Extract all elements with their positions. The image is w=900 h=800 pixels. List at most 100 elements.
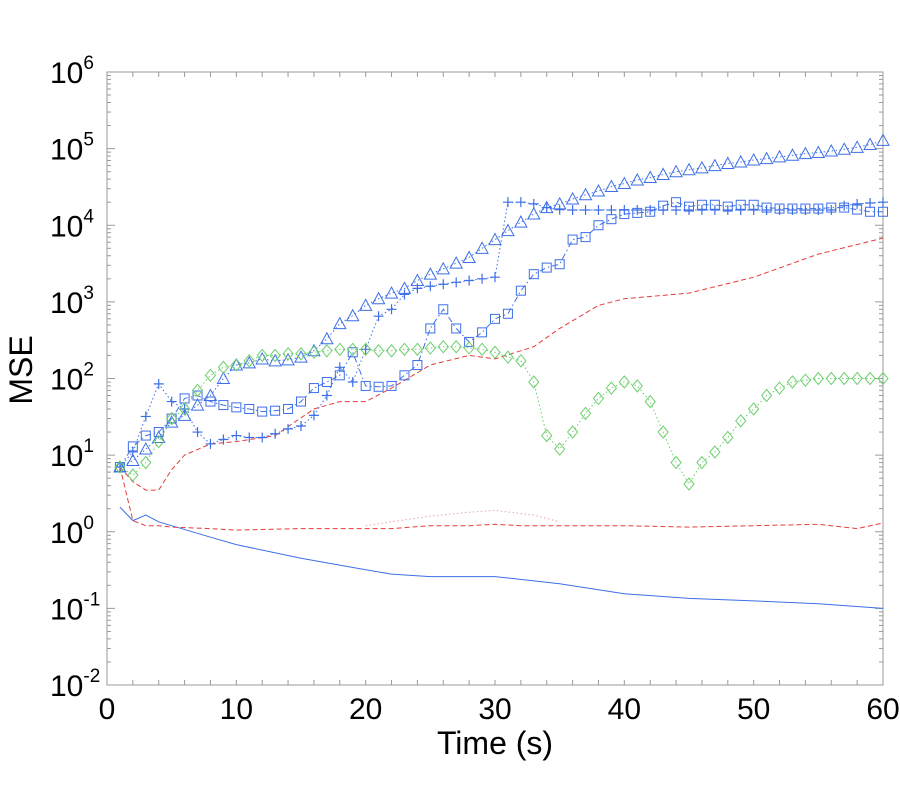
data-point-plus <box>632 205 643 216</box>
data-point-diamond <box>515 354 527 368</box>
x-axis-ticks: 0 10 20 30 40 50 60 <box>99 693 900 726</box>
data-point-diamond <box>554 442 566 456</box>
data-point-square <box>878 206 888 217</box>
data-point-square <box>347 347 358 358</box>
data-point-plus <box>308 410 319 421</box>
data-point-triangle <box>630 172 645 186</box>
data-point-triangle <box>449 256 464 269</box>
data-point-diamond <box>851 371 863 386</box>
data-point-plus <box>852 198 863 209</box>
data-point-square <box>696 199 707 210</box>
x-tick-label: 40 <box>608 693 641 726</box>
data-point-plus <box>477 273 488 284</box>
data-point-square <box>554 259 565 270</box>
data-point-diamond <box>269 348 281 363</box>
data-point-plus <box>696 205 707 216</box>
data-point-plus <box>490 272 500 283</box>
data-point-diamond <box>282 347 294 361</box>
data-point-plus <box>451 277 462 288</box>
series-line <box>119 237 884 491</box>
data-point-square <box>839 202 850 213</box>
y-tick-label: 100 <box>50 513 94 550</box>
data-point-square <box>852 204 863 215</box>
data-point-square <box>205 396 216 407</box>
series-layer <box>113 133 890 609</box>
data-point-diamond <box>178 402 191 416</box>
x-tick-label: 0 <box>99 693 116 726</box>
data-point-square <box>671 197 682 208</box>
data-point-triangle <box>643 170 658 183</box>
data-point-triangle <box>177 408 192 421</box>
data-point-triangle <box>281 352 295 366</box>
x-tick-label: 20 <box>349 693 382 726</box>
data-point-square <box>412 360 423 371</box>
x-axis-title: Time (s) <box>437 725 553 761</box>
data-point-triangle <box>410 273 425 287</box>
data-point-triangle <box>798 146 813 160</box>
data-point-plus <box>360 344 371 355</box>
data-point-diamond <box>786 375 799 389</box>
data-point-diamond <box>722 430 734 445</box>
data-point-triangle <box>216 371 231 384</box>
data-point-diamond <box>735 414 747 428</box>
data-point-triangle <box>733 154 748 168</box>
data-point-square <box>231 402 242 413</box>
data-point-triangle <box>436 261 451 275</box>
data-point-plus <box>722 205 733 216</box>
y-axis-title: MSE <box>3 335 39 404</box>
data-point-triangle <box>345 308 360 322</box>
y-tick-label: 105 <box>50 130 94 167</box>
data-point-plus <box>684 205 694 216</box>
data-point-diamond <box>489 345 501 360</box>
data-point-diamond <box>243 354 255 368</box>
data-point-plus <box>192 427 203 438</box>
data-point-triangle <box>850 140 864 153</box>
data-point-triangle <box>138 442 153 455</box>
data-point-diamond <box>683 477 695 491</box>
minor-ticks <box>106 72 884 686</box>
data-point-triangle <box>785 148 800 161</box>
data-point-square <box>826 202 837 213</box>
data-point-square <box>800 203 811 214</box>
data-point-square <box>645 206 656 217</box>
series-3 <box>365 509 560 527</box>
data-point-square <box>218 400 229 411</box>
data-point-diamond <box>437 339 449 354</box>
data-point-plus <box>140 411 151 422</box>
data-point-plus <box>270 428 281 439</box>
data-point-triangle <box>539 200 554 214</box>
data-point-square <box>865 206 876 217</box>
series-line <box>119 466 884 531</box>
data-point-triangle <box>617 176 632 190</box>
y-tick-label: 10-2 <box>50 666 100 703</box>
data-point-triangle <box>203 388 218 401</box>
series-line <box>119 201 883 468</box>
data-point-plus <box>580 205 591 216</box>
data-point-diamond <box>579 406 592 421</box>
data-point-triangle <box>384 286 399 299</box>
data-point-diamond <box>398 342 411 357</box>
data-point-square <box>567 234 578 245</box>
data-point-square <box>334 370 345 381</box>
data-point-plus <box>205 438 216 449</box>
data-point-triangle <box>268 353 282 367</box>
data-point-square <box>632 207 643 218</box>
series-line <box>119 139 884 468</box>
data-point-plus <box>709 205 720 216</box>
data-point-diamond <box>372 344 385 358</box>
data-point-diamond <box>424 341 436 355</box>
data-point-square <box>399 370 410 381</box>
data-point-diamond <box>877 371 889 386</box>
data-point-diamond <box>773 381 786 395</box>
data-point-diamond <box>657 425 669 439</box>
data-point-diamond <box>631 379 643 393</box>
data-point-diamond <box>760 388 773 403</box>
series-5 <box>114 197 888 472</box>
data-point-square <box>451 323 462 334</box>
data-point-square <box>709 199 720 210</box>
data-point-square <box>606 214 617 225</box>
y-tick-label: 104 <box>50 206 94 243</box>
data-point-triangle <box>708 158 722 172</box>
data-point-diamond <box>825 371 837 386</box>
